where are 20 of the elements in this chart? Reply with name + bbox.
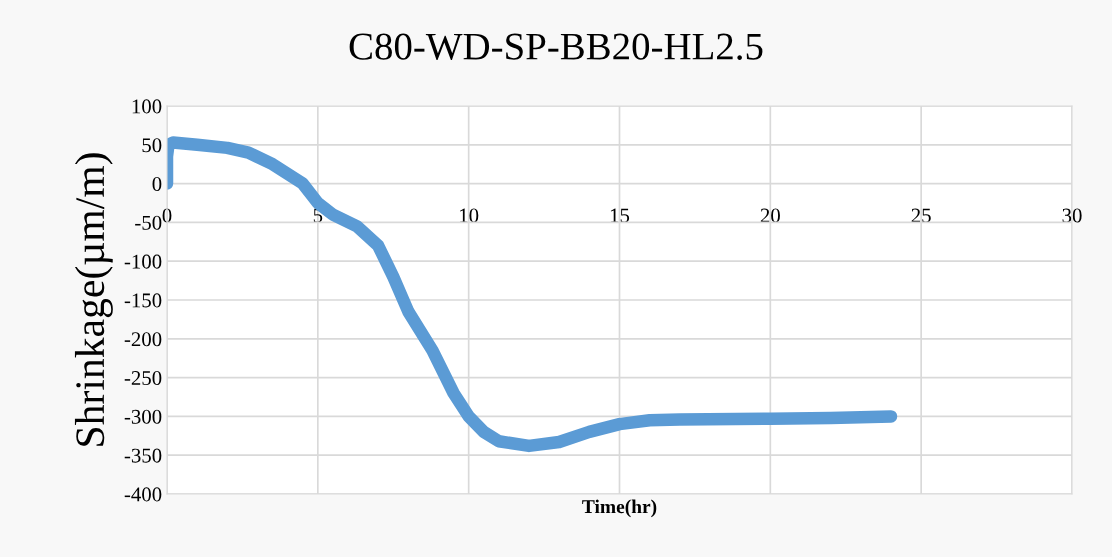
y-tick-label: -300 bbox=[124, 409, 162, 424]
x-tick-label: 20 bbox=[760, 208, 780, 223]
chart-title: C80-WD-SP-BB20-HL2.5 bbox=[349, 33, 763, 60]
x-tick-label: 25 bbox=[911, 208, 931, 223]
y-tick-label: -50 bbox=[135, 215, 162, 230]
x-tick-label: 0 bbox=[162, 208, 172, 223]
y-tick-label: 0 bbox=[152, 176, 162, 192]
x-tick-label: 15 bbox=[610, 208, 630, 223]
x-axis-title: Time(hr) bbox=[582, 499, 657, 518]
y-axis-title: Shrinkage(µm/m) bbox=[74, 153, 113, 446]
y-tick-label: -200 bbox=[124, 332, 162, 347]
y-tick-label: -250 bbox=[124, 370, 162, 386]
y-tick-label: 50 bbox=[142, 138, 162, 153]
x-tick-label: 10 bbox=[460, 208, 479, 223]
y-tick-label: -350 bbox=[124, 448, 162, 463]
y-tick-label: 100 bbox=[132, 99, 162, 114]
x-tick-label: 30 bbox=[1062, 208, 1082, 223]
y-tick-label: -400 bbox=[124, 487, 162, 502]
y-tick-label: -150 bbox=[124, 293, 162, 308]
y-tick-label: -100 bbox=[124, 254, 162, 269]
